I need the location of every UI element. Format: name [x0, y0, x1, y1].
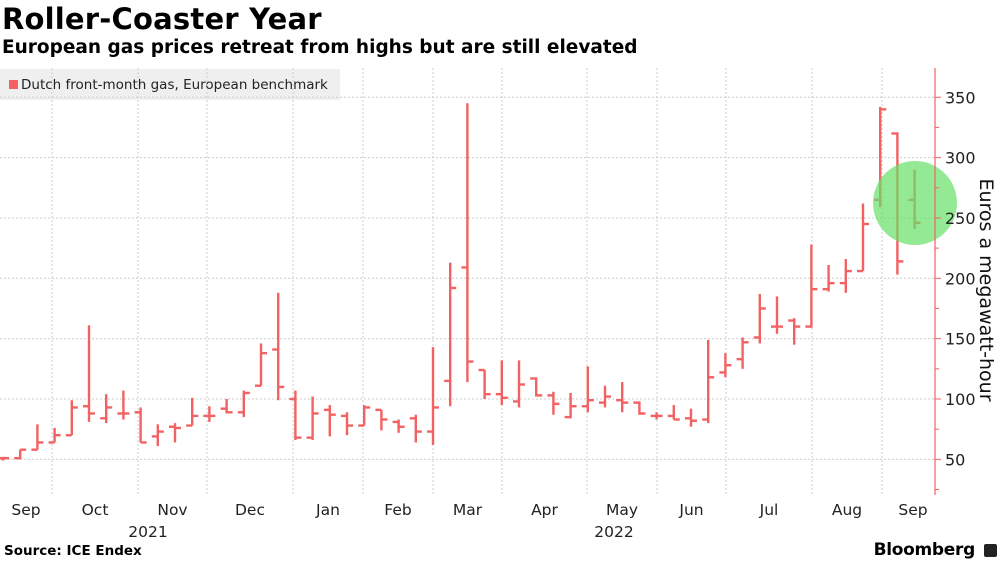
ohlc-bar: [581, 366, 594, 413]
ohlc-bar: [272, 292, 285, 401]
highlight-layer: [873, 161, 957, 245]
ohlc-bar: [83, 325, 95, 422]
y-axis: 50 100 150 200 250 300 350: [934, 68, 976, 495]
ohlc-bar: [203, 406, 216, 422]
source-note: Source: ICE Endex: [4, 543, 142, 559]
y-tick-label: 300: [945, 149, 976, 168]
x-month-label: Oct: [82, 501, 109, 519]
ohlc-bar: [134, 407, 147, 444]
ohlc-bar: [237, 390, 250, 418]
ohlc-bar: [255, 343, 267, 387]
bloomberg-logo: Bloomberg: [873, 540, 976, 560]
x-month-label: Sep: [898, 501, 927, 519]
ohlc-bar: [667, 405, 680, 421]
x-month-label: Apr: [531, 501, 558, 519]
y-axis-label: Euros a megawatt-hour: [975, 178, 997, 402]
ohlc-bar: [702, 339, 715, 424]
x-month-label: Jul: [759, 501, 779, 519]
ohlc-bar: [14, 448, 27, 460]
ohlc-bar: [427, 347, 439, 445]
bloomberg-icon: [984, 544, 997, 557]
ohlc-bar: [650, 412, 663, 420]
ohlc-bar: [788, 318, 801, 345]
ohlc-bar: [48, 427, 61, 444]
ohlc-bar: [633, 401, 646, 415]
y-tick-label: 100: [945, 390, 976, 409]
ohlc-bar: [564, 392, 577, 419]
ohlc-bar: [323, 405, 336, 437]
x-month-label: Jan: [315, 501, 340, 519]
ohlc-bar: [117, 390, 130, 420]
ohlc-bar: [753, 293, 766, 344]
ohlc-bar: [495, 360, 508, 406]
ohlc-bar: [0, 456, 9, 461]
chart-title: Roller-Coaster Year: [2, 2, 322, 36]
x-year-label: 2022: [594, 523, 633, 541]
y-tick-label: 150: [945, 330, 976, 349]
x-month-label: May: [606, 501, 638, 519]
x-month-label: Sep: [11, 501, 40, 519]
y-tick-label: 200: [945, 269, 976, 288]
legend-swatch: [9, 80, 18, 89]
ohlc-bar: [65, 400, 78, 437]
ohlc-bar: [839, 258, 852, 293]
x-month-label: Dec: [235, 501, 265, 519]
ohlc-bar: [186, 397, 199, 427]
x-month-label: Mar: [453, 501, 483, 519]
ohlc-bar: [771, 296, 783, 334]
ohlc-bar: [341, 412, 353, 436]
ohlc-bar: [513, 360, 525, 408]
ohlc-bar: [736, 337, 749, 369]
ohlc-bar: [409, 414, 422, 443]
ohlc-bar: [616, 382, 629, 413]
ohlc-bar: [685, 408, 697, 427]
legend: Dutch front-month gas, European benchmar…: [0, 69, 340, 100]
highlight-circle: [873, 161, 957, 245]
ohlc-bar: [478, 368, 491, 399]
x-month-label: Nov: [157, 501, 187, 519]
chart-subtitle: European gas prices retreat from highs b…: [2, 37, 638, 58]
ohlc-bar: [100, 394, 113, 424]
ohlc-bar: [220, 399, 233, 414]
ohlc-bars: [0, 103, 921, 461]
ohlc-bar: [857, 203, 869, 273]
ohlc-bar: [31, 424, 44, 451]
ohlc-bar: [392, 419, 405, 433]
legend-label: Dutch front-month gas, European benchmar…: [21, 76, 328, 93]
ohlc-bar: [461, 103, 474, 383]
x-axis-labels: Sep Oct Nov Dec Jan Feb Mar Apr May Jun Jul Aug Sep 2…: [11, 501, 927, 541]
ohlc-bar: [151, 424, 164, 447]
y-tick-label: 50: [945, 450, 965, 469]
x-month-label: Jun: [678, 501, 703, 519]
ohlc-bar: [805, 244, 818, 328]
x-year-label: 2021: [128, 523, 167, 541]
ohlc-bar: [444, 262, 457, 407]
ohlc-bar: [719, 353, 732, 378]
ohlc-bar: [169, 423, 181, 443]
y-tick-label: 350: [945, 88, 976, 107]
x-month-label: Feb: [384, 501, 411, 519]
ohlc-bar: [358, 405, 371, 427]
ohlc-bar: [306, 396, 319, 441]
ohlc-bar: [375, 408, 388, 431]
y-tick-label: 250: [945, 209, 976, 228]
ohlc-bar: [289, 390, 302, 441]
ohlc-bar: [530, 377, 543, 397]
ohlc-bar: [822, 265, 835, 292]
ohlc-bar: [599, 385, 611, 408]
x-month-label: Aug: [832, 501, 862, 519]
ohlc-bar: [547, 391, 560, 415]
